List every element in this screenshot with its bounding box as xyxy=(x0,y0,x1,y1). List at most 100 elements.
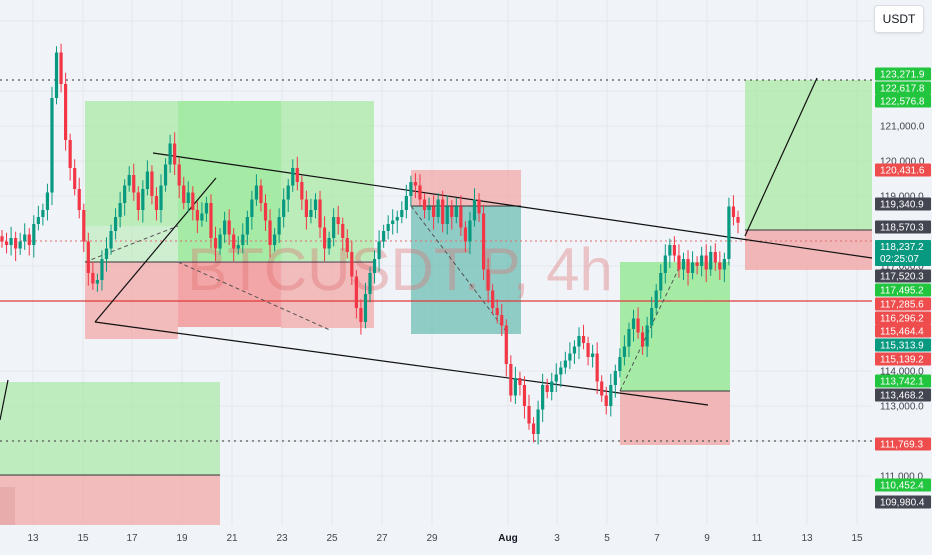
currency-button[interactable]: USDT xyxy=(874,5,924,33)
candle-body xyxy=(27,234,31,245)
candle-body xyxy=(32,224,36,245)
candle-body xyxy=(645,325,649,347)
price-tag-label: 117,520.3 xyxy=(880,272,924,283)
price-tag-label: 113,468.2 xyxy=(880,391,924,402)
candle-body xyxy=(631,318,636,329)
candle-body xyxy=(709,252,713,270)
candle-body xyxy=(64,84,68,140)
candle-body xyxy=(45,192,50,210)
candle-body xyxy=(581,336,586,343)
y-tick-label: 121,000.0 xyxy=(880,122,925,133)
y-tick-label: 114,000.0 xyxy=(880,367,924,378)
candle-body xyxy=(704,255,708,270)
candle-body xyxy=(254,185,259,200)
trade-zones xyxy=(0,80,872,525)
price-tag xyxy=(875,324,931,338)
candle-body xyxy=(113,217,118,231)
price-tag xyxy=(875,478,931,492)
candle-body xyxy=(9,238,13,245)
trendline xyxy=(0,379,9,421)
y-tick-label: 119,000.0 xyxy=(880,192,924,203)
candle-body xyxy=(454,206,458,217)
candle-body xyxy=(522,385,527,406)
x-tick-label: 13 xyxy=(27,533,39,544)
candle-body xyxy=(154,196,159,210)
candle-body xyxy=(695,262,699,266)
price-tag-countdown: 02:25:07 xyxy=(880,254,919,265)
price-tag xyxy=(875,311,931,325)
candle-body xyxy=(209,203,213,238)
candle-body xyxy=(372,259,377,273)
candle-body xyxy=(495,308,499,315)
candle-body xyxy=(436,199,440,217)
x-tick-label: 17 xyxy=(126,533,138,544)
candle-body xyxy=(513,378,517,396)
candle-body xyxy=(541,385,545,410)
candle-body xyxy=(223,220,227,235)
price-tag xyxy=(875,197,931,211)
price-tag-label: 111,769.3 xyxy=(880,440,923,451)
price-tag-label: 110,452.4 xyxy=(880,481,924,492)
candle-body xyxy=(227,220,231,235)
candle-body xyxy=(700,255,704,266)
candle-body xyxy=(182,185,186,203)
price-tag-label: 115,139.2 xyxy=(880,355,924,366)
candle-body xyxy=(382,231,386,242)
trade-zone xyxy=(0,487,15,525)
trendline-drawings xyxy=(0,77,873,421)
candle-body xyxy=(509,364,513,396)
x-tick-label: 11 xyxy=(752,533,763,544)
trade-zone xyxy=(0,382,220,475)
candle-body xyxy=(277,217,281,235)
candle-body xyxy=(668,245,672,256)
x-tick-label: 27 xyxy=(376,533,388,544)
trendline xyxy=(152,152,873,259)
price-tag-label: 123,271.9 xyxy=(880,70,925,81)
candle-body xyxy=(718,262,722,270)
candle-body xyxy=(100,259,104,280)
price-tag-label: 118,237.2 xyxy=(880,242,924,253)
candle-body xyxy=(341,224,345,238)
x-tick-label: 7 xyxy=(654,533,660,544)
price-tag-label: 113,742.1 xyxy=(880,377,924,388)
candles xyxy=(0,43,740,445)
candle-body xyxy=(391,220,395,224)
price-tag-label: 120,431.6 xyxy=(880,166,925,177)
candle-body xyxy=(427,206,431,210)
candle-body xyxy=(627,329,631,347)
trade-zone xyxy=(745,80,872,230)
symbol-watermark: BTCUSDT.P, 4h xyxy=(187,236,613,303)
y-tick-label: 117,000.0 xyxy=(880,262,924,273)
candle-body xyxy=(591,353,595,357)
candle-body xyxy=(604,395,608,406)
candle-body xyxy=(459,206,463,228)
candle-body xyxy=(613,371,617,385)
candle-body xyxy=(36,217,40,224)
candle-body xyxy=(368,273,372,294)
x-tick-label: 3 xyxy=(554,533,560,544)
x-tick-label: 21 xyxy=(226,533,238,544)
x-tick-label: 5 xyxy=(604,533,610,544)
candle-body xyxy=(463,227,468,242)
candle-body xyxy=(568,353,572,361)
price-tag xyxy=(875,94,931,108)
price-tag xyxy=(875,388,931,402)
trade-zone xyxy=(85,101,178,226)
candle-body xyxy=(727,206,731,259)
price-tag xyxy=(875,220,931,234)
price-tag-label: 109,980.4 xyxy=(880,498,925,509)
trade-zone xyxy=(411,206,521,334)
candle-body xyxy=(104,248,109,259)
candle-body xyxy=(577,336,581,347)
candle-body xyxy=(677,255,681,270)
candle-body xyxy=(640,332,645,347)
candle-body xyxy=(445,206,449,224)
x-tick-label: 15 xyxy=(77,533,89,544)
candle-body xyxy=(736,217,740,223)
y-tick-label: 111,000.0 xyxy=(880,472,923,483)
price-tag-label: 115,313.9 xyxy=(880,341,924,352)
candle-body xyxy=(127,175,131,186)
price-tag-label: 118,570.3 xyxy=(880,223,924,234)
